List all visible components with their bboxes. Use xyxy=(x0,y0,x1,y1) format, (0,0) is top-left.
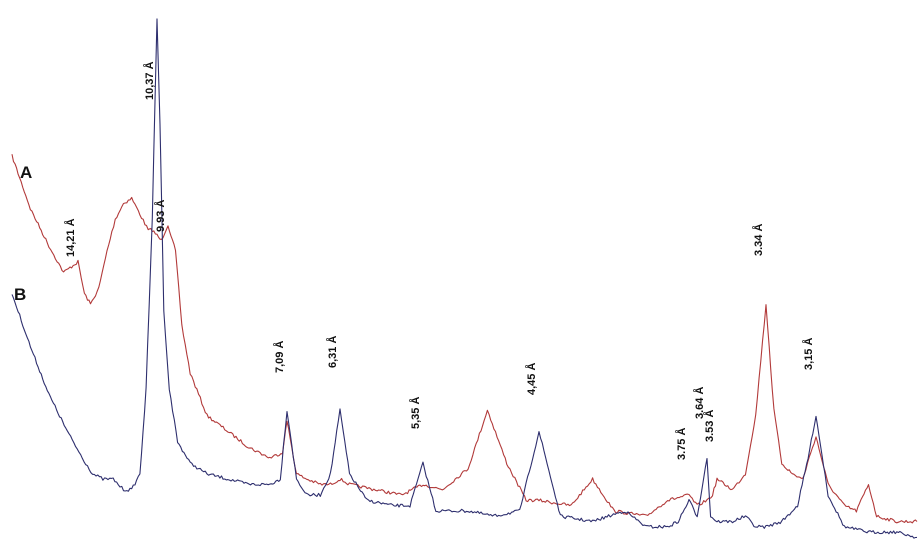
peak-label: 3.75 Å xyxy=(675,428,688,460)
peak-label: 14,21 Å xyxy=(64,218,77,257)
series-label-a: A xyxy=(20,163,32,182)
series-line-b xyxy=(11,18,918,539)
peak-label: 3.34 Å xyxy=(752,224,765,256)
labels-layer: A B 14,21 Å 10,37 Å 9.93 Å 7,09 Å 6,31 Å 5,35 Å… xyxy=(14,61,815,460)
peak-label: 10,37 Å xyxy=(143,61,156,100)
peak-label: 4,45 Å xyxy=(525,363,538,395)
curves-layer xyxy=(11,18,918,539)
peak-label: 5,35 Å xyxy=(409,397,422,429)
series-label-b: B xyxy=(14,285,26,304)
peak-label: 9.93 Å xyxy=(154,200,167,232)
peak-label: 3.53 Å xyxy=(703,410,716,442)
peak-label: 3.64 Å xyxy=(693,387,706,419)
peak-label: 3,15 Å xyxy=(802,338,815,370)
peak-label: 6,31 Å xyxy=(326,336,339,368)
series-line-a xyxy=(11,154,918,524)
peak-label: 7,09 Å xyxy=(273,341,286,373)
